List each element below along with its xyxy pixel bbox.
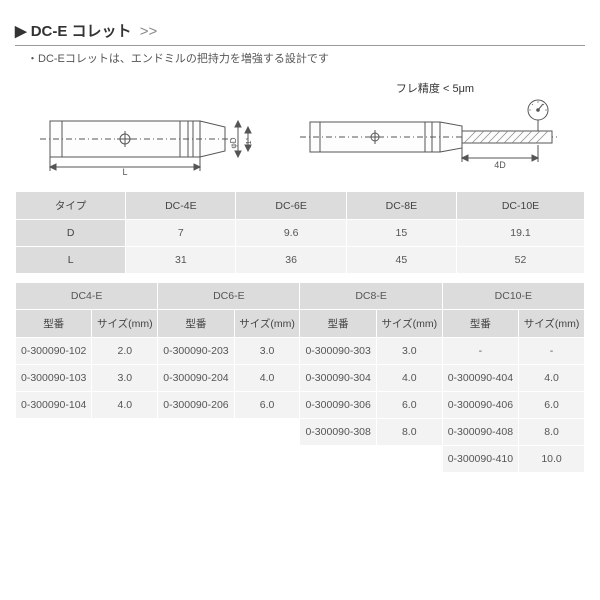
- parts-cell: [376, 446, 442, 473]
- subtitle-text: ・DC-Eコレットは、エンドミルの把持力を増強する設計です: [27, 50, 585, 66]
- parts-cell: 4.0: [234, 365, 300, 392]
- parts-col-model: 型番: [158, 310, 234, 338]
- parts-group-1: DC6-E: [158, 283, 300, 310]
- collet-diagram-right: 4D: [300, 98, 570, 176]
- parts-cell: 8.0: [376, 419, 442, 446]
- parts-cell: 0-300090-104: [16, 392, 92, 419]
- parts-cell: 0-300090-410: [442, 446, 518, 473]
- table-row: 0-300090-1033.00-300090-2044.00-300090-3…: [16, 365, 585, 392]
- parts-col-size: サイズ(mm): [92, 310, 158, 338]
- page-title: ▶ DC-E コレット >>: [15, 23, 157, 40]
- parts-cell: [234, 419, 300, 446]
- spec-rowhdr-L: L: [16, 247, 126, 274]
- parts-col-size: サイズ(mm): [519, 310, 585, 338]
- parts-cell: [16, 419, 92, 446]
- parts-cell: 0-300090-204: [158, 365, 234, 392]
- parts-cell: -: [519, 338, 585, 365]
- parts-subheader-row: 型番サイズ(mm)型番サイズ(mm)型番サイズ(mm)型番サイズ(mm): [16, 310, 585, 338]
- parts-cell: 0-300090-102: [16, 338, 92, 365]
- collet-diagram-left: L φD d1°: [30, 101, 260, 181]
- table-row: 0-300090-1022.00-300090-2033.00-300090-3…: [16, 338, 585, 365]
- parts-cell: 8.0: [519, 419, 585, 446]
- parts-col-model: 型番: [442, 310, 518, 338]
- parts-cell: 0-300090-308: [300, 419, 376, 446]
- spec-cell: 36: [236, 247, 346, 274]
- spec-cell: 31: [126, 247, 236, 274]
- parts-group-2: DC8-E: [300, 283, 442, 310]
- spec-cell: 45: [346, 247, 456, 274]
- parts-cell: -: [442, 338, 518, 365]
- title-prefix: ▶: [15, 23, 27, 40]
- parts-cell: [92, 446, 158, 473]
- spec-col-3: DC-10E: [457, 192, 585, 220]
- parts-cell: 6.0: [234, 392, 300, 419]
- runout-block: フレ精度 < 5μm: [300, 80, 570, 181]
- parts-cell: 0-300090-306: [300, 392, 376, 419]
- parts-cell: [16, 446, 92, 473]
- parts-cell: 0-300090-303: [300, 338, 376, 365]
- parts-cell: [158, 419, 234, 446]
- parts-cell: 3.0: [376, 338, 442, 365]
- spec-cell: 15: [346, 220, 456, 247]
- parts-cell: [92, 419, 158, 446]
- spec-rowhdr-type: タイプ: [16, 192, 126, 220]
- spec-rowhdr-D: D: [16, 220, 126, 247]
- table-row: 0-300090-41010.0: [16, 446, 585, 473]
- dim-d1: d1°: [245, 138, 253, 149]
- spec-table: タイプ DC-4E DC-6E DC-8E DC-10E D 7 9.6 15 …: [15, 191, 585, 274]
- parts-cell: 0-300090-304: [300, 365, 376, 392]
- spec-cell: 9.6: [236, 220, 346, 247]
- runout-label: フレ精度 < 5μm: [300, 80, 570, 96]
- title-arrows: >>: [140, 23, 158, 40]
- parts-cell: 3.0: [92, 365, 158, 392]
- parts-col-size: サイズ(mm): [234, 310, 300, 338]
- parts-group-0: DC4-E: [16, 283, 158, 310]
- parts-col-model: 型番: [300, 310, 376, 338]
- diagram-row: L φD d1° フレ精度 < 5μm: [15, 80, 585, 181]
- parts-cell: 4.0: [519, 365, 585, 392]
- parts-col-model: 型番: [16, 310, 92, 338]
- spec-cell: 19.1: [457, 220, 585, 247]
- title-bar: ▶ DC-E コレット >>: [15, 20, 585, 46]
- parts-cell: 0-300090-103: [16, 365, 92, 392]
- dim-4D: 4D: [494, 160, 506, 170]
- parts-cell: 3.0: [234, 338, 300, 365]
- spec-col-2: DC-8E: [346, 192, 456, 220]
- parts-cell: 2.0: [92, 338, 158, 365]
- dim-D: φD: [229, 137, 238, 148]
- parts-group-3: DC10-E: [442, 283, 584, 310]
- parts-cell: 6.0: [519, 392, 585, 419]
- dim-L: L: [122, 167, 127, 177]
- parts-table: DC4-E DC6-E DC8-E DC10-E 型番サイズ(mm)型番サイズ(…: [15, 282, 585, 473]
- parts-col-size: サイズ(mm): [376, 310, 442, 338]
- parts-cell: 10.0: [519, 446, 585, 473]
- parts-cell: 0-300090-404: [442, 365, 518, 392]
- parts-cell: 6.0: [376, 392, 442, 419]
- table-row: 0-300090-3088.00-300090-4088.0: [16, 419, 585, 446]
- parts-cell: [234, 446, 300, 473]
- spec-cell: 7: [126, 220, 236, 247]
- spec-col-0: DC-4E: [126, 192, 236, 220]
- parts-cell: 0-300090-408: [442, 419, 518, 446]
- table-row: 0-300090-1044.00-300090-2066.00-300090-3…: [16, 392, 585, 419]
- spec-col-1: DC-6E: [236, 192, 346, 220]
- spec-cell: 52: [457, 247, 585, 274]
- parts-cell: 0-300090-206: [158, 392, 234, 419]
- parts-cell: 4.0: [92, 392, 158, 419]
- title-text: DC-E コレット: [31, 23, 132, 40]
- parts-cell: 0-300090-203: [158, 338, 234, 365]
- parts-cell: [158, 446, 234, 473]
- parts-cell: 0-300090-406: [442, 392, 518, 419]
- parts-cell: 4.0: [376, 365, 442, 392]
- parts-cell: [300, 446, 376, 473]
